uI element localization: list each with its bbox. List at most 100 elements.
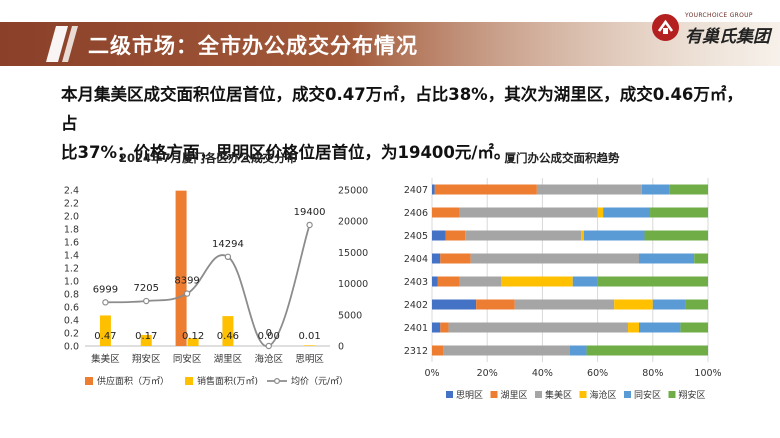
y-left-tick-label: 1.8 — [64, 225, 79, 236]
stacked-bar-segment — [572, 276, 598, 287]
y-tick-label: 2407 — [404, 185, 428, 196]
price-data-label: 7205 — [134, 283, 159, 294]
stacked-bar-segment — [685, 299, 708, 310]
stacked-bar-segment — [603, 207, 651, 218]
y-left-tick-label: 1.4 — [64, 251, 79, 262]
logo-chinese-text: 有巢氏集团 — [685, 27, 770, 47]
stacked-bar-segment — [440, 322, 449, 333]
legend-swatch — [490, 391, 498, 398]
sales-data-label: 0.12 — [182, 331, 204, 342]
logo-mark-icon — [652, 14, 679, 41]
stacked-bar-segment — [644, 230, 708, 241]
stacked-bar-segment — [445, 230, 466, 241]
y-left-tick-label: 0.4 — [64, 316, 79, 327]
legend-sales-label: 销售面积(万㎡) — [197, 375, 258, 387]
stacked-bar-segment — [501, 276, 573, 287]
x-tick-label: 同安区 — [173, 353, 202, 365]
legend-supply-swatch — [85, 377, 93, 385]
chart-title: 2024年7月厦门各区办公成交分布 — [119, 151, 298, 165]
summary-line-2: 比37%；价格方面，思明区价格位居首位，为19400元/㎡。 — [61, 143, 511, 162]
sales-data-label: 0.46 — [217, 331, 239, 342]
sales-bar — [187, 338, 199, 346]
stacked-bar-segment — [465, 230, 582, 241]
logo-english-text: YOURCHOICE GROUP — [685, 12, 753, 19]
legend-price-label: 均价（元/㎡） — [291, 375, 348, 387]
legend-label: 湖里区 — [501, 390, 528, 401]
stacked-bar-segment — [669, 184, 708, 195]
y-left-tick-label: 0.0 — [64, 342, 79, 353]
y-tick-label: 2401 — [404, 323, 428, 334]
header-banner — [0, 22, 780, 66]
legend-swatch — [579, 391, 587, 398]
stacked-bar-segment — [614, 299, 653, 310]
stacked-bar-segment — [680, 322, 708, 333]
y-tick-label: 2312 — [404, 346, 428, 357]
legend-swatch — [624, 391, 631, 398]
stacked-bar-segment — [627, 322, 639, 333]
stacked-bar-segment — [432, 322, 441, 333]
price-point — [102, 299, 109, 306]
sales-bar — [222, 316, 234, 346]
stacked-bar-segment — [641, 184, 670, 195]
sales-data-label: 0.01 — [298, 331, 320, 342]
summary-text: 本月集美区成交面积位居首位，成交0.47万㎡，占比38%，其次为湖里区，成交0.… — [61, 80, 751, 167]
y-left-tick-label: 0.6 — [64, 303, 79, 314]
y-tick-label: 2403 — [404, 277, 428, 288]
stacked-bar-segment — [432, 299, 477, 310]
stacked-bar-segment — [514, 299, 615, 310]
sales-bar — [140, 334, 152, 346]
price-point — [224, 253, 232, 261]
legend-swatch — [535, 391, 542, 398]
price-data-label: 6999 — [93, 284, 118, 295]
legend-label: 同安区 — [634, 389, 661, 401]
stacked-bar-segment — [440, 253, 471, 264]
stacked-bar-segment — [570, 345, 587, 356]
stacked-bar-segment — [470, 253, 639, 264]
stacked-bar-segment — [650, 207, 708, 218]
area-trend-chart: 厦门办公成交面积趋势 0% 20% 40% 60% 80% 100% 2407 2406 2405… — [404, 151, 722, 401]
stacked-bar-segment — [432, 184, 435, 195]
legend-label: 集美区 — [545, 389, 572, 401]
legend-label: 翔安区 — [679, 389, 706, 401]
x-tick-label: 40% — [532, 368, 553, 379]
y-tick-label: 2405 — [404, 231, 428, 242]
x-tick-label: 100% — [694, 368, 721, 379]
price-data-label: 0 — [266, 328, 272, 339]
x-tick-label: 集美区 — [91, 353, 120, 365]
supply-bar — [175, 190, 187, 346]
chart-title: 厦门办公成交面积趋势 — [505, 151, 620, 165]
x-tick-label: 80% — [642, 368, 663, 379]
legend-supply-label: 供应面积（万㎡） — [97, 375, 169, 387]
stacked-bar-segment — [432, 276, 438, 287]
price-data-label: 8399 — [174, 276, 199, 287]
stacked-bar-segment — [694, 253, 708, 264]
stacked-bar-segment — [583, 230, 645, 241]
y-right-tick-label: 20000 — [338, 217, 368, 228]
y-left-tick-label: 0.2 — [64, 329, 79, 340]
stacked-bar-segment — [432, 230, 446, 241]
sales-data-label: 0.00 — [258, 331, 280, 342]
y-left-tick-label: 2.0 — [64, 212, 79, 223]
legend-swatch — [668, 391, 676, 398]
y-right-tick-label: 15000 — [338, 248, 368, 259]
x-tick-label: 20% — [477, 368, 498, 379]
y-left-tick-label: 1.0 — [64, 277, 79, 288]
sales-bar — [99, 315, 111, 346]
summary-line-1: 本月集美区成交面积位居首位，成交0.47万㎡，占比38%，其次为湖里区，成交0.… — [61, 85, 743, 133]
stacked-bar-segment — [597, 207, 604, 218]
stacked-bar-segment — [639, 253, 695, 264]
legend-label: 海沧区 — [590, 389, 617, 401]
y-left-tick-label: 0.8 — [64, 290, 79, 301]
y-tick-label: 2404 — [404, 254, 428, 265]
price-data-label: 14294 — [212, 239, 244, 250]
price-data-label: 19400 — [294, 207, 326, 218]
stacked-bar-segment — [443, 345, 570, 356]
y-right-tick-label: 10000 — [338, 279, 368, 290]
y-right-tick-label: 0 — [338, 342, 344, 353]
y-left-tick-label: 1.6 — [64, 238, 79, 249]
y-tick-label: 2406 — [404, 208, 428, 219]
y-left-tick-label: 1.2 — [64, 264, 79, 275]
stacked-bar-segment — [432, 345, 444, 356]
stacked-bar-segment — [476, 299, 515, 310]
stacked-bar-segment — [536, 184, 642, 195]
